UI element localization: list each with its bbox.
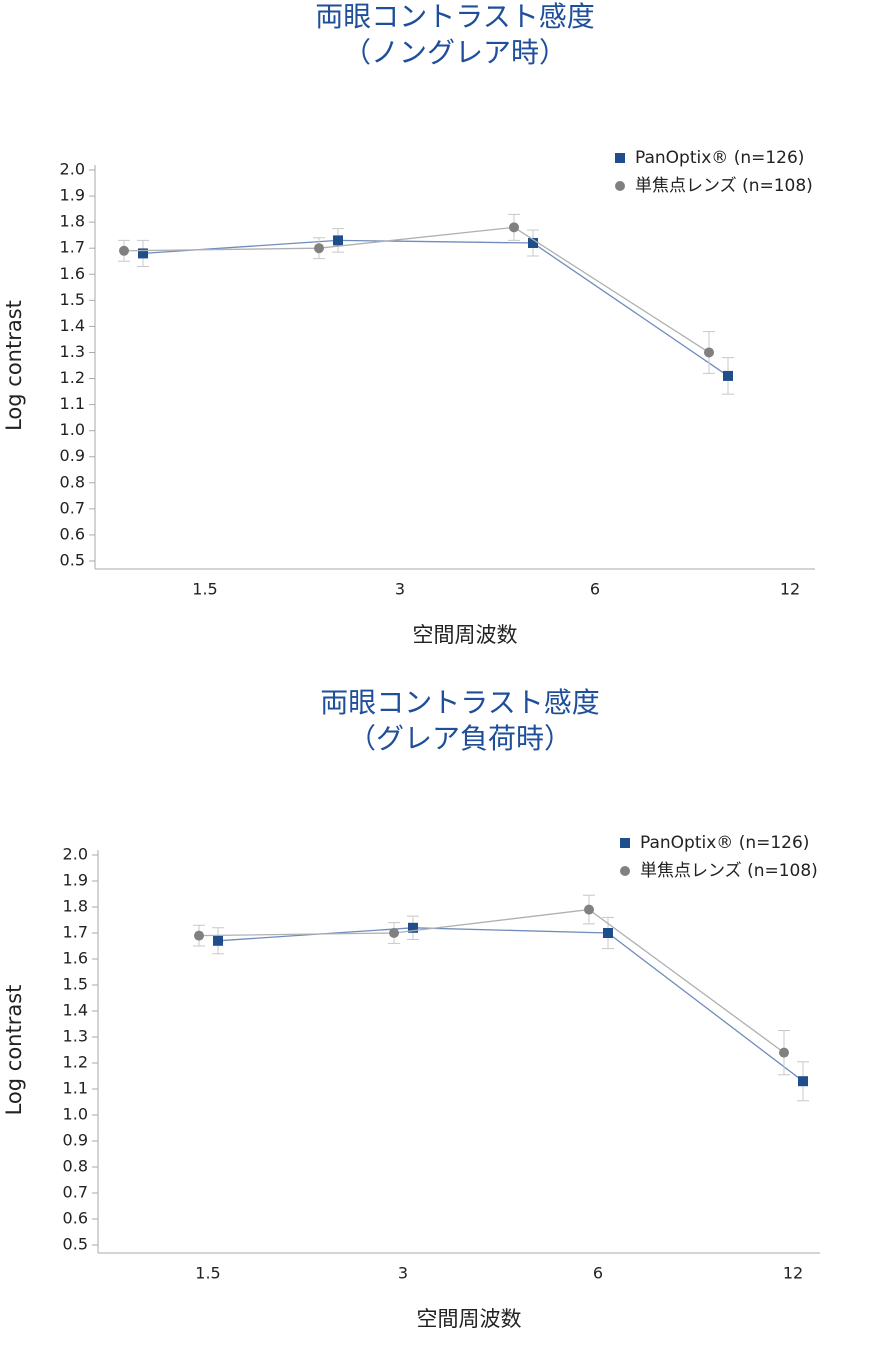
y-tick-label: 1.2	[63, 1053, 88, 1072]
legend-marker	[620, 866, 630, 876]
series-line	[142, 239, 729, 377]
y-tick-label: 0.6	[60, 524, 85, 543]
y-tick-label: 1.3	[60, 342, 85, 361]
y-tick-label: 1.3	[63, 1027, 88, 1046]
point	[314, 243, 324, 254]
legend-marker	[615, 153, 625, 163]
y-tick-label: 1.1	[63, 1079, 88, 1098]
y-tick-label: 1.7	[60, 238, 85, 257]
y-tick-label: 1.9	[60, 186, 85, 205]
y-tick-label: 1.8	[63, 897, 88, 916]
point	[408, 922, 418, 933]
y-tick-label: 1.2	[60, 368, 85, 387]
y-tick-label: 1.6	[60, 264, 85, 283]
y-axis-label: Log contrast	[2, 985, 26, 1116]
point	[119, 245, 129, 256]
x-axis-label: 空間周波数	[413, 623, 518, 647]
x-tick-label: 3	[398, 1264, 408, 1283]
legend-label: 単焦点レンズ (n=108)	[635, 176, 813, 196]
x-tick-label: 1.5	[195, 1264, 220, 1283]
legend-marker	[620, 838, 630, 848]
point	[779, 1047, 789, 1058]
y-axis-label: Log contrast	[2, 300, 26, 431]
point	[584, 904, 594, 915]
x-tick-label: 3	[395, 580, 405, 599]
y-tick-label: 0.7	[63, 1183, 88, 1202]
y-tick-label: 0.6	[63, 1209, 88, 1228]
chart-title: 両眼コントラスト感度	[315, 0, 594, 33]
y-tick-label: 1.7	[63, 923, 88, 942]
y-tick-label: 1.0	[63, 1105, 88, 1124]
y-tick-label: 1.6	[63, 949, 88, 968]
legend-label: PanOptix® (n=126)	[635, 148, 804, 168]
y-tick-label: 0.8	[60, 472, 85, 491]
point	[603, 928, 613, 938]
legend-label: PanOptix® (n=126)	[640, 833, 809, 853]
point	[509, 222, 519, 233]
point	[213, 935, 223, 946]
x-axis-label: 空間周波数	[417, 1307, 522, 1331]
series-line	[198, 908, 785, 1054]
y-tick-label: 1.1	[60, 394, 85, 413]
point	[723, 370, 733, 381]
chart-subtitle: （グレア負荷時）	[348, 722, 572, 755]
point	[194, 930, 204, 941]
y-tick-label: 1.4	[60, 316, 85, 335]
point	[333, 235, 343, 246]
legend-label: 単焦点レンズ (n=108)	[640, 861, 818, 881]
x-tick-label: 6	[593, 1264, 603, 1283]
y-tick-label: 1.5	[60, 290, 85, 309]
x-tick-label: 12	[780, 580, 800, 599]
y-tick-label: 0.5	[60, 551, 85, 570]
legend-marker	[615, 181, 625, 191]
x-tick-label: 1.5	[192, 580, 217, 599]
y-tick-label: 1.5	[63, 975, 88, 994]
x-tick-label: 12	[783, 1264, 803, 1283]
y-tick-label: 1.4	[63, 1001, 88, 1020]
y-tick-label: 2.0	[63, 845, 88, 864]
point	[528, 237, 538, 248]
y-tick-label: 2.0	[60, 160, 85, 179]
y-tick-label: 1.8	[60, 212, 85, 231]
y-tick-label: 0.7	[60, 498, 85, 517]
point	[138, 248, 148, 259]
y-tick-label: 0.8	[63, 1157, 88, 1176]
series-line	[123, 226, 710, 354]
series-line	[217, 927, 804, 1082]
y-tick-label: 0.9	[63, 1131, 88, 1150]
chart-title: 両眼コントラスト感度	[320, 686, 599, 719]
y-tick-label: 1.9	[63, 871, 88, 890]
y-tick-label: 1.0	[60, 420, 85, 439]
y-tick-label: 0.9	[60, 446, 85, 465]
point	[389, 928, 399, 938]
y-tick-label: 0.5	[63, 1235, 88, 1254]
chart-subtitle: （ノングレア時）	[343, 36, 567, 69]
x-tick-label: 6	[590, 580, 600, 599]
point	[704, 347, 714, 358]
point	[798, 1076, 808, 1087]
